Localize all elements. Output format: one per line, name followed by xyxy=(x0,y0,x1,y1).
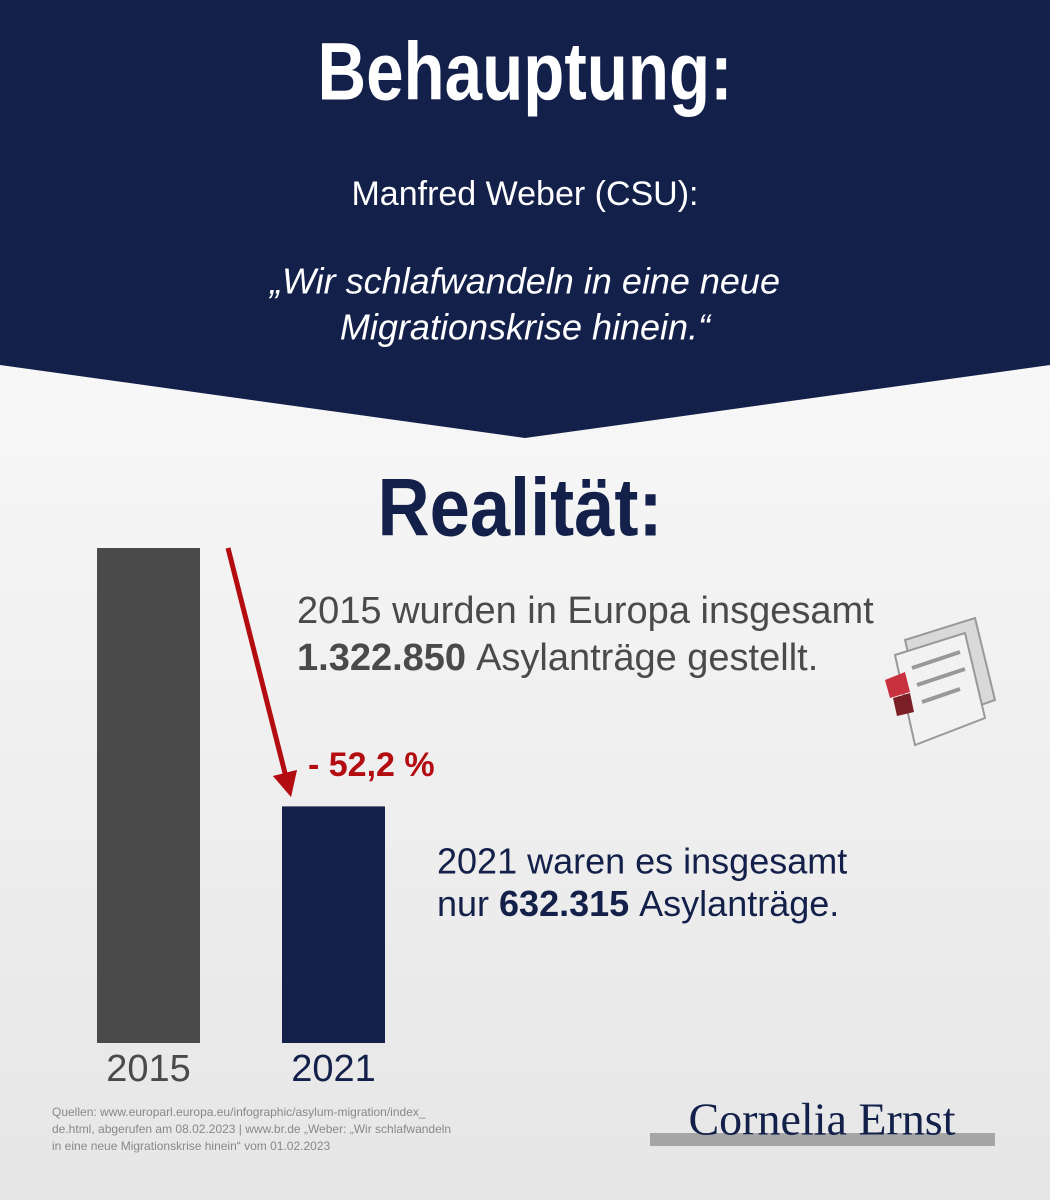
sources: Quellen: www.europarl.europa.eu/infograp… xyxy=(52,1105,451,1153)
source-line: Quellen: www.europarl.europa.eu/infograp… xyxy=(52,1105,426,1119)
bar-chart: 2015 2021 xyxy=(97,548,385,1090)
source-line: de.html, abgerufen am 08.02.2023 | www.b… xyxy=(52,1122,451,1136)
logo: Cornelia Ernst xyxy=(689,1094,956,1145)
note-text: nur xyxy=(437,883,489,924)
note-text: Asylanträge. xyxy=(639,883,839,924)
quote: „Wir schlafwandeln in eine neue xyxy=(268,261,780,302)
reality-title: Realität: xyxy=(378,463,663,554)
quote: Migrationskrise hinein.“ xyxy=(340,307,712,348)
speaker: Manfred Weber (CSU): xyxy=(351,175,698,213)
decline-arrow xyxy=(225,547,298,798)
header-band xyxy=(0,0,1050,438)
x-tick-label: 2015 xyxy=(106,1048,191,1090)
bar xyxy=(282,806,385,1043)
note-2021: 2021 waren es insgesamt xyxy=(437,841,847,882)
note-text: Asylanträge gestellt. xyxy=(476,637,818,679)
header-title: Behauptung: xyxy=(318,27,733,118)
change-label: - 52,2 % xyxy=(308,746,435,784)
value-label: 632.315 xyxy=(499,883,629,924)
document-icon xyxy=(885,616,997,747)
note-2015: 2015 wurden in Europa insgesamt xyxy=(297,590,874,632)
x-tick-label: 2021 xyxy=(291,1048,376,1090)
bar xyxy=(97,548,200,1043)
logo-bar xyxy=(650,1133,995,1146)
source-line: in eine neue Migrationskrise hinein“ vom… xyxy=(52,1139,330,1153)
note-2015: 1.322.850 Asylanträge gestellt. xyxy=(297,637,818,679)
value-label: 1.322.850 xyxy=(297,637,466,679)
note-2021: nur 632.315 Asylanträge. xyxy=(437,883,839,924)
